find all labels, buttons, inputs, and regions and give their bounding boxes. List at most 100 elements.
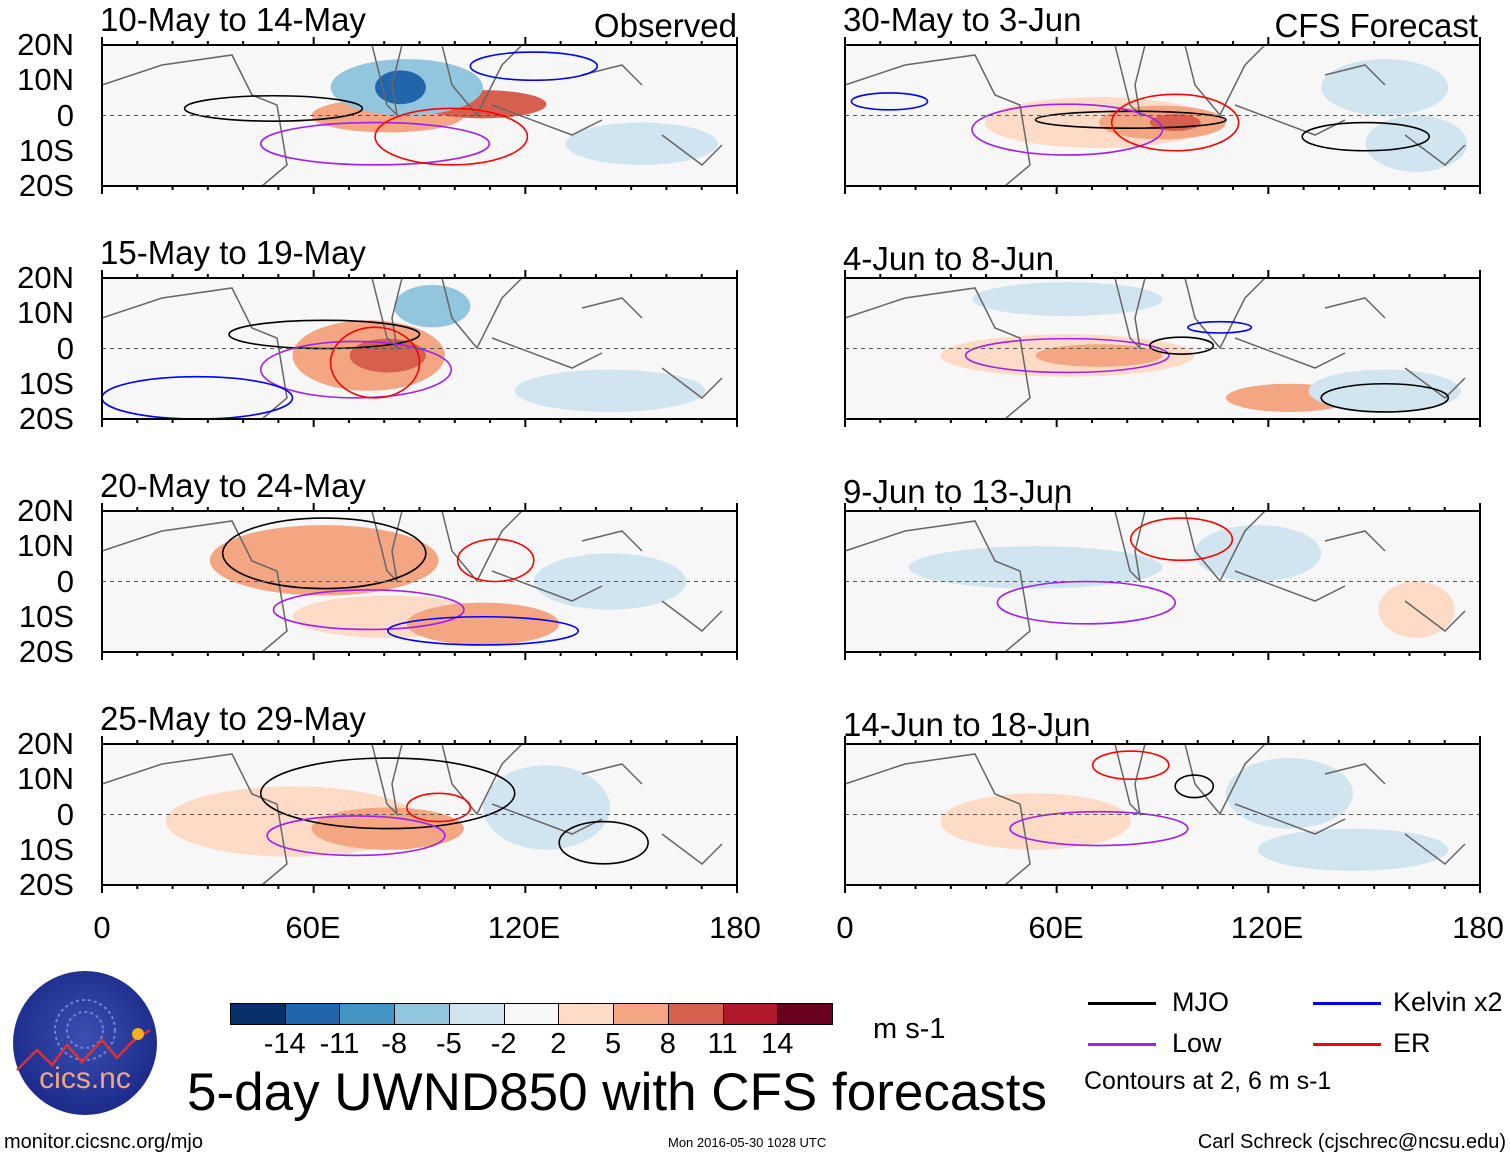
coastline [101,44,723,187]
lat-label: 0 [56,330,74,366]
lat-label: 10N [17,528,74,564]
colorbar-label: -2 [490,1028,517,1060]
contour [228,319,421,350]
colorbar-swatch [777,1003,833,1025]
mjo-legend-line [1088,1002,1156,1005]
contour [183,94,364,122]
observed-label: Observed [593,7,737,44]
contour [1110,93,1240,152]
wind-anomaly-shading [1257,828,1449,871]
legend-label-er: ER [1393,1028,1431,1058]
contour [386,615,580,646]
colorbar-swatch [722,1003,779,1025]
map-panel [101,736,738,893]
footer-timestamp: Mon 2016-05-30 1028 UTC [668,1135,827,1150]
coastline [101,510,723,653]
panel-title: 9-Jun to 13-Jun [843,473,1073,510]
contour [259,757,516,830]
contour [1129,517,1234,562]
contour [850,92,929,111]
colorbar-swatch [503,1003,560,1025]
contour [971,103,1164,156]
logo-text: cics.nc [39,1062,131,1095]
wind-anomaly-shading [565,122,718,165]
colorbar-swatch [667,1003,724,1025]
wind-anomaly-shading [1321,59,1449,116]
wind-anomaly-shading [1308,369,1461,412]
lon-label: 60E [1028,910,1084,945]
lat-label: 20S [18,634,74,669]
colorbar-label: -11 [319,1028,360,1060]
colorbar-swatch [613,1003,669,1025]
panel-title: 30-May to 3-Jun [843,1,1082,38]
wind-anomaly-shading [908,546,1163,589]
contour [272,589,465,631]
er-legend-line [1313,1043,1381,1046]
wind-anomaly-shading [483,765,610,850]
lat-label: 10N [17,62,74,98]
panel-title: 4-Jun to 8-Jun [843,240,1054,277]
lon-label: 120E [487,910,561,945]
lat-label: 0 [56,97,74,133]
figure-title: 5-day UWND850 with CFS forecasts [187,1063,1048,1122]
contour [558,820,649,865]
low-legend-line [1088,1043,1156,1046]
wind-anomaly-shading [1035,344,1163,367]
footer-url[interactable]: monitor.cicsnc.org/mjo [4,1131,203,1153]
lat-label: 20S [18,401,74,436]
wind-anomaly-shading [406,602,560,645]
coastline [844,277,1466,420]
coastline [844,510,1466,653]
contour [1320,382,1450,413]
map-panel [101,37,738,194]
colorbar-swatch [558,1003,615,1025]
colorbar-swatch [284,1003,341,1025]
contour [964,337,1170,374]
lat-label: 20N [17,493,74,528]
map-panel [844,736,1481,893]
contour [1301,121,1431,152]
lat-label: 10S [18,598,74,634]
wind-anomaly-shading [394,285,471,328]
lat-label: 20S [18,168,74,203]
colorbar-swatch [339,1003,396,1025]
lat-label: 20N [17,27,74,62]
contour [405,792,472,823]
colorbar-label: -14 [263,1028,306,1060]
wind-anomaly-shading [209,525,439,596]
contour [259,340,453,399]
legend-label-mjo: MJO [1172,987,1229,1017]
colorbar-label: 14 [761,1028,794,1060]
lon-label: 120E [1230,910,1304,945]
colorbar-swatch [230,1003,286,1025]
panel-title: 25-May to 29-May [100,700,366,737]
panel-title: 10-May to 14-May [100,1,366,38]
lon-label: 60E [285,910,341,945]
contour [1009,810,1189,847]
lat-label: 20S [18,867,74,902]
footer-author: Carl Schreck (cjschrec@ncsu.edu) [1197,1131,1506,1153]
contour [1187,320,1253,334]
lat-label: 10S [18,831,74,867]
colorbar-label: 8 [659,1028,676,1060]
panel-title: 15-May to 19-May [100,234,366,271]
wind-anomaly-shading [375,70,426,105]
lat-label: 20N [17,726,74,761]
colorbar-label: 2 [550,1028,567,1060]
lat-label: 10N [17,761,74,797]
lat-label: 10S [18,365,74,401]
colorbar-label: -5 [436,1028,462,1060]
map-panel [101,503,738,660]
colorbar-label: -8 [381,1028,408,1060]
coastline [844,44,1466,187]
map-panel [101,270,738,427]
lat-label: 10N [17,295,74,331]
map-panel [844,37,1481,194]
contour [1091,750,1170,781]
lon-label: 180 [709,910,761,945]
cics-logo: cics.nc [12,970,158,1116]
lat-label: 10S [18,132,74,168]
contour [1148,336,1215,355]
panel-title: 14-Jun to 18-Jun [843,706,1091,743]
panel-title: 20-May to 24-May [100,467,366,504]
